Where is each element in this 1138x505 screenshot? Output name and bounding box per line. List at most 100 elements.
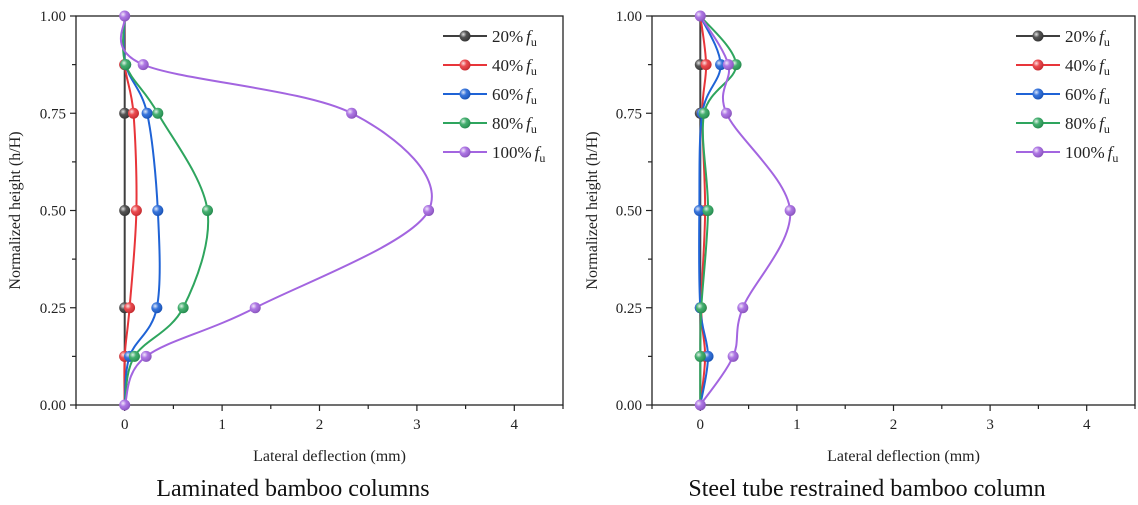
series-100pct [119, 10, 435, 411]
x-tick-label: 3 [413, 417, 421, 433]
x-tick-label: 4 [1083, 417, 1091, 433]
data-point-shine [715, 59, 727, 71]
data-point-shine [119, 205, 131, 216]
legend-item: 80% fu [1016, 114, 1110, 136]
legend: 20% fu 40% fu 60% fu 80% fu 100% fu [1016, 27, 1118, 165]
legend-label: 60% fu [1065, 85, 1110, 107]
data-point-shine [124, 302, 136, 314]
data-point-shine [700, 59, 712, 71]
data-point-shine [722, 59, 734, 71]
legend-marker-shine [459, 30, 471, 42]
data-point-shine [727, 350, 739, 362]
y-tick-label: 1.00 [40, 9, 66, 25]
legend-item: 100% fu [1016, 143, 1118, 165]
x-tick-label: 2 [890, 417, 898, 433]
legend-marker-shine [459, 146, 471, 158]
data-point-shine [119, 399, 131, 411]
x-tick-label: 2 [316, 417, 324, 433]
legend-label: 40% fu [1065, 56, 1110, 78]
chart-steel-tube-bamboo: 0 1 2 3 4 0.00 0.25 0.50 0.75 1.00 Lateral deflect… [584, 9, 1136, 502]
data-point-shine [695, 302, 707, 314]
y-tick-label: 0.50 [40, 204, 66, 220]
data-point-shine [120, 59, 132, 71]
data-point-shine [693, 205, 705, 216]
legend: 20% fu 40% fu 60% fu 80% fu 100% fu [443, 27, 545, 165]
plot-frame [651, 15, 1136, 406]
y-tick-label: 0.00 [616, 398, 642, 414]
data-point-shine [730, 59, 742, 71]
data-point-shine [141, 107, 153, 119]
data-point-shine [140, 350, 152, 362]
legend-label: 20% fu [1065, 27, 1110, 49]
legend-item: 40% fu [443, 56, 537, 78]
chart-caption: Laminated bamboo columns [156, 476, 429, 502]
series-80pct [694, 15, 742, 406]
data-point-shine [694, 350, 706, 362]
legend-label: 100% fu [1065, 143, 1118, 165]
legend-label: 60% fu [492, 85, 537, 107]
legend-label: 80% fu [492, 114, 537, 136]
data-point-shine [201, 205, 213, 216]
data-point-shine [423, 205, 435, 216]
y-axis-title: Normalized height (h/H) [7, 131, 24, 289]
data-point-shine [137, 59, 149, 71]
series-100pct [694, 10, 796, 411]
legend-item: 60% fu [1016, 85, 1110, 107]
data-point-shine [151, 302, 163, 314]
data-point-shine [720, 107, 732, 119]
data-point-shine [128, 350, 140, 362]
data-point-shine [119, 107, 131, 119]
legend-marker-shine [1032, 117, 1044, 129]
series-line [699, 15, 792, 406]
y-tick-label: 0.75 [616, 106, 642, 122]
legend-marker-shine [459, 88, 471, 100]
y-tick-label: 0.50 [616, 204, 642, 220]
legend-label: 40% fu [492, 56, 537, 78]
chart-laminated-bamboo: 0 1 2 3 4 0.00 0.25 0.50 0.75 1.00 Lateral deflect… [7, 9, 564, 502]
data-point-shine [694, 10, 706, 22]
legend-marker-shine [1032, 59, 1044, 71]
y-tick-label: 0.00 [40, 398, 66, 414]
data-point-shine [702, 205, 714, 216]
legend-marker-shine [1032, 88, 1044, 100]
legend-label: 100% fu [492, 143, 545, 165]
series-80pct [120, 15, 213, 406]
data-point-shine [737, 302, 749, 314]
legend-marker-shine [1032, 146, 1044, 158]
plot-frame [75, 15, 564, 406]
x-tick-label: 1 [218, 417, 226, 433]
data-point-shine [702, 350, 714, 362]
legend-item: 60% fu [443, 85, 537, 107]
data-point-shine [119, 10, 131, 22]
y-tick-label: 0.75 [40, 106, 66, 122]
data-point-shine [784, 205, 796, 216]
data-point-shine [127, 107, 139, 119]
data-point-shine [152, 205, 164, 216]
legend-label: 20% fu [492, 27, 537, 49]
x-tick-label: 1 [793, 417, 801, 433]
data-point-shine [346, 107, 358, 119]
series-line [119, 15, 433, 406]
x-tick-label: 0 [697, 417, 705, 433]
x-axis-title: Lateral deflection (mm) [827, 448, 980, 465]
legend-item: 40% fu [1016, 56, 1110, 78]
chart-caption: Steel tube restrained bamboo column [688, 476, 1045, 502]
data-point-shine [698, 107, 710, 119]
legend-marker-shine [459, 59, 471, 71]
data-point-shine [249, 302, 261, 314]
x-axis-title: Lateral deflection (mm) [253, 448, 406, 465]
data-point-shine [177, 302, 189, 314]
x-tick-label: 3 [986, 417, 994, 433]
y-tick-label: 0.25 [616, 301, 642, 317]
legend-label: 80% fu [1065, 114, 1110, 136]
legend-item: 20% fu [1016, 27, 1110, 49]
data-point-shine [130, 205, 142, 216]
legend-item: 100% fu [443, 143, 545, 165]
legend-item: 20% fu [443, 27, 537, 49]
data-point-shine [694, 399, 706, 411]
legend-item: 80% fu [443, 114, 537, 136]
y-axis-title: Normalized height (h/H) [584, 131, 601, 289]
y-tick-label: 1.00 [616, 9, 642, 25]
data-point-shine [152, 107, 164, 119]
